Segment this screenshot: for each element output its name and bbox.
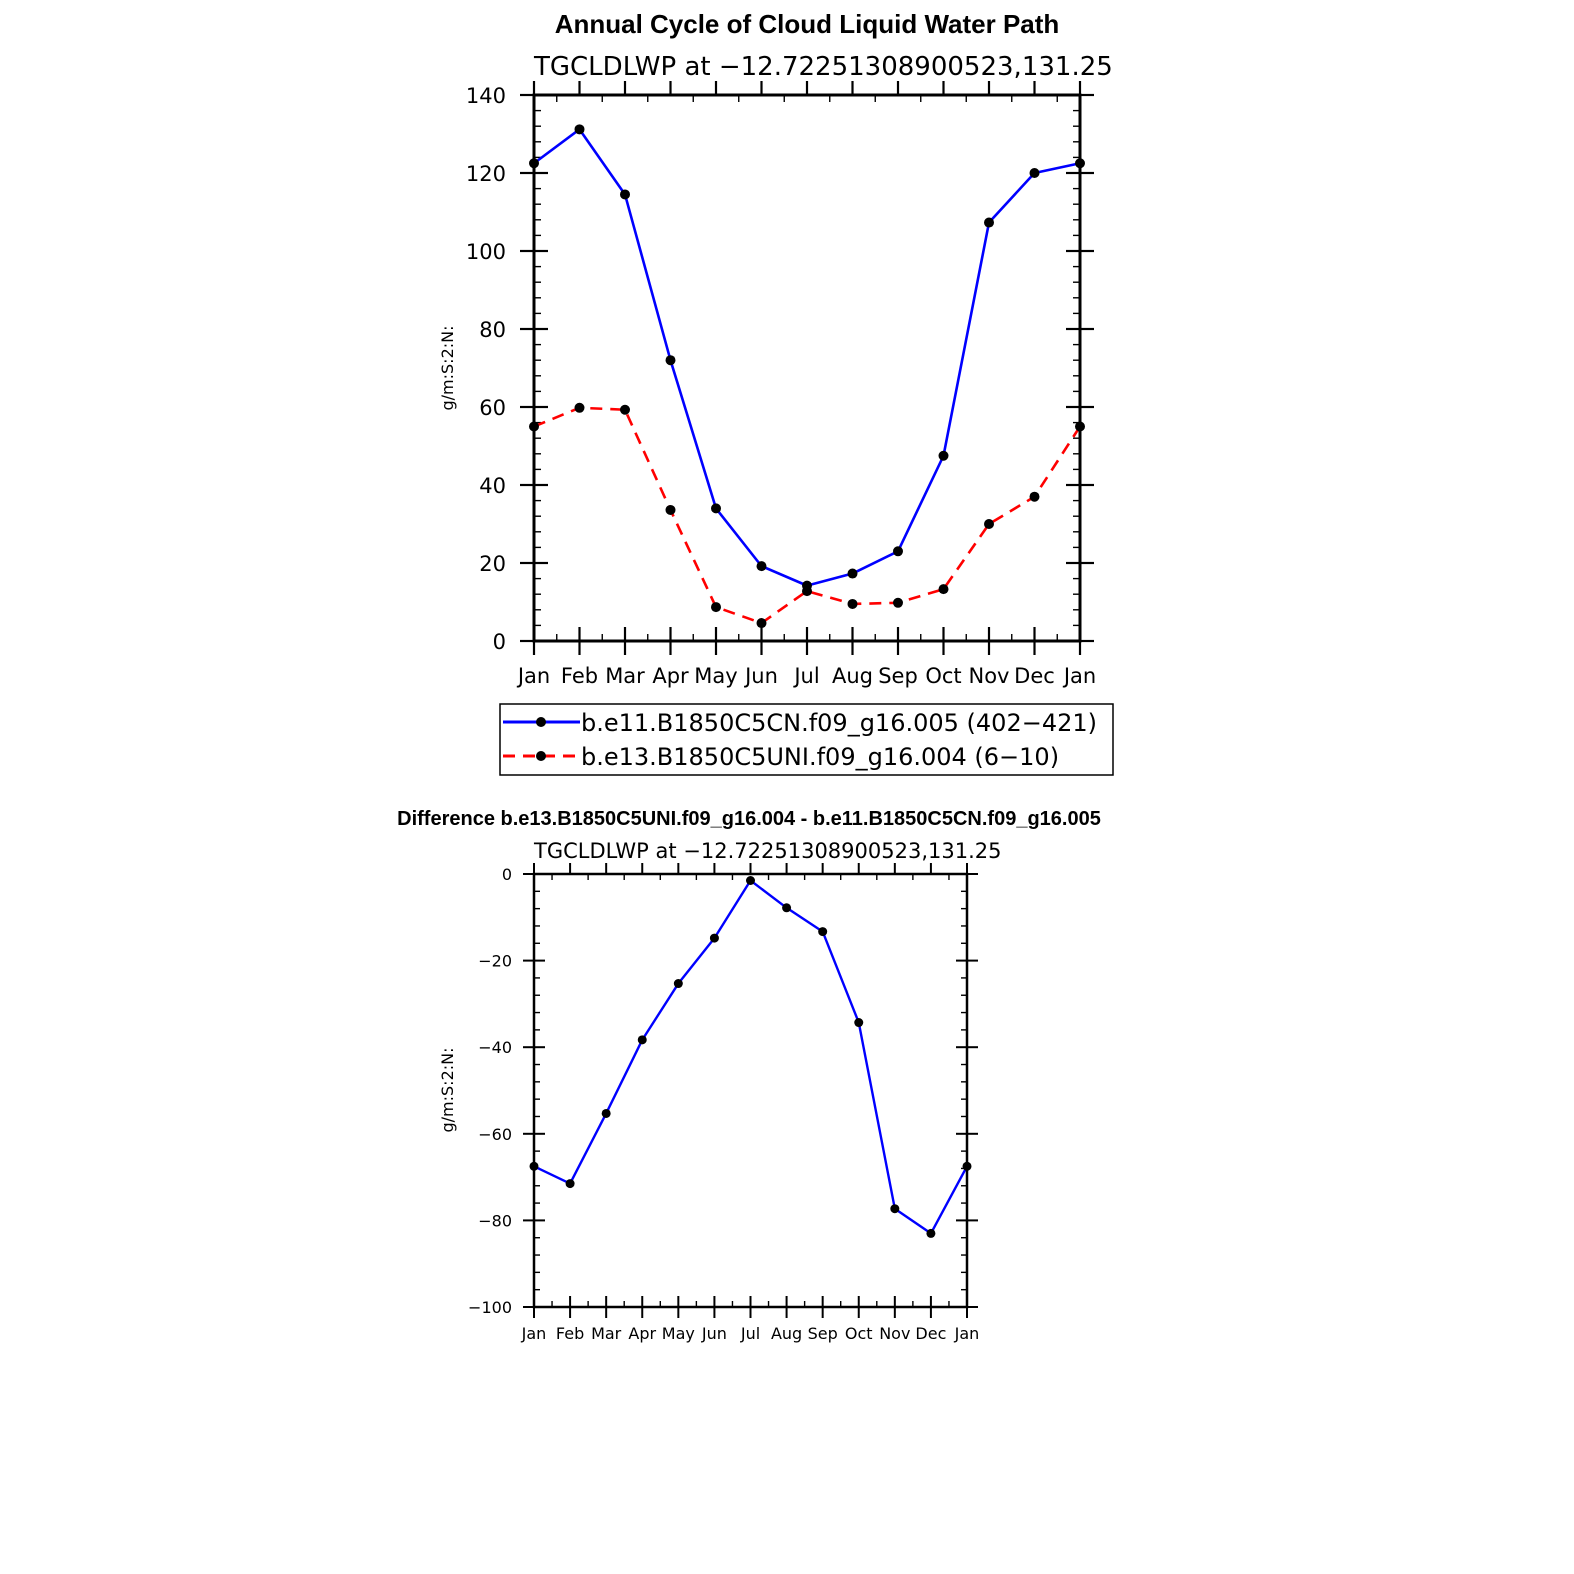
x-tick-label: Oct bbox=[925, 664, 961, 688]
y-tick-label: −20 bbox=[478, 952, 512, 971]
chart1-ylabel: g/m:S:2:N: bbox=[438, 326, 457, 411]
chart2-subtitle: TGCLDLWP at −12.72251308900523,131.25 bbox=[533, 839, 1002, 863]
x-tick-label: Jun bbox=[743, 664, 778, 688]
y-tick-label: 20 bbox=[479, 552, 506, 576]
series-2-point bbox=[711, 602, 721, 613]
legend-swatch-marker-2 bbox=[536, 751, 546, 761]
chart1-frame bbox=[532, 93, 1082, 643]
chart1-legend: b.e11.B1850C5CN.f09_g16.005 (402−421) b.… bbox=[499, 703, 1114, 776]
series-2-point bbox=[574, 402, 585, 413]
y-tick-label: −60 bbox=[478, 1125, 512, 1144]
series-1-point bbox=[711, 503, 721, 514]
y-tick-label: 0 bbox=[493, 630, 506, 654]
y-tick-label: −40 bbox=[478, 1038, 512, 1057]
series-1-point bbox=[854, 1018, 864, 1028]
x-tick-label: Feb bbox=[556, 1324, 584, 1343]
series-1-point bbox=[673, 979, 683, 989]
chart1-ticks: Jan Feb Mar Apr May Jun Jul Aug Sep Oct Nov Dec Jan 0… bbox=[466, 81, 1096, 688]
series-1-point bbox=[938, 450, 949, 461]
x-tick-label: May bbox=[694, 664, 737, 688]
series-2-point bbox=[802, 586, 812, 597]
chart1-title: Annual Cycle of Cloud Liquid Water Path bbox=[555, 9, 1060, 39]
y-tick-label: 80 bbox=[479, 318, 506, 342]
x-tick-label: Jan bbox=[521, 1324, 547, 1343]
series-1-point bbox=[709, 933, 719, 943]
series-1-point bbox=[984, 217, 994, 228]
series-1-point bbox=[847, 568, 858, 579]
chart2-ticks: Jan Feb Mar Apr May Jun Jul Aug Sep Oct Nov Dec Jan 0… bbox=[468, 863, 979, 1343]
y-tick-label: 120 bbox=[466, 162, 506, 186]
x-tick-label: Sep bbox=[878, 664, 918, 688]
y-tick-label: −100 bbox=[468, 1298, 512, 1317]
series-1-point bbox=[893, 546, 903, 557]
x-tick-label: Jul bbox=[740, 1324, 760, 1343]
legend-label-2: b.e13.B1850C5UNI.f09_g16.004 (6−10) bbox=[581, 743, 1059, 771]
chart2-title: Difference b.e13.B1850C5UNI.f09_g16.004 … bbox=[397, 808, 1101, 830]
series-1-point bbox=[637, 1035, 647, 1045]
series-1-point bbox=[1029, 168, 1040, 178]
y-tick-label: 40 bbox=[479, 474, 506, 498]
y-tick-label: −80 bbox=[478, 1211, 512, 1230]
series-2-point bbox=[847, 598, 858, 609]
x-tick-label: Oct bbox=[845, 1324, 873, 1343]
chart1-series bbox=[529, 124, 1085, 629]
y-tick-label: 60 bbox=[479, 396, 506, 420]
series-2-point bbox=[665, 504, 676, 515]
y-tick-label: 0 bbox=[502, 865, 512, 884]
x-tick-label: Sep bbox=[808, 1324, 838, 1343]
x-tick-label: Mar bbox=[591, 1324, 622, 1343]
legend-swatch-marker-1 bbox=[536, 717, 546, 727]
x-tick-label: Aug bbox=[832, 664, 873, 688]
series-2-point bbox=[1029, 491, 1040, 502]
chart2-ylabel: g/m:S:2:N: bbox=[438, 1048, 457, 1133]
series-2-point bbox=[984, 519, 994, 529]
series-1-point bbox=[601, 1108, 611, 1118]
x-tick-label: Mar bbox=[605, 664, 645, 688]
series-1-point bbox=[574, 124, 585, 135]
series-1-point bbox=[620, 189, 630, 200]
series-1-point bbox=[565, 1179, 575, 1189]
y-tick-label: 140 bbox=[466, 84, 506, 108]
panel-annual-cycle: Annual Cycle of Cloud Liquid Water Path … bbox=[438, 9, 1114, 776]
x-tick-label: Apr bbox=[652, 664, 689, 688]
x-tick-label: Jun bbox=[701, 1324, 727, 1343]
chart1-subtitle: TGCLDLWP at −12.72251308900523,131.25 bbox=[533, 52, 1113, 82]
x-tick-label: Apr bbox=[628, 1324, 656, 1343]
x-tick-label: Feb bbox=[561, 664, 598, 688]
x-tick-label: Dec bbox=[915, 1324, 946, 1343]
series-1-point bbox=[746, 875, 755, 885]
series-1-point bbox=[890, 1204, 900, 1214]
chart2-series bbox=[529, 875, 972, 1238]
series-2-point bbox=[938, 584, 949, 595]
series-1-point bbox=[818, 927, 828, 937]
y-tick-label: 100 bbox=[466, 240, 506, 264]
x-tick-label: Jul bbox=[792, 664, 819, 688]
series-2-point bbox=[756, 618, 767, 629]
legend-label-1: b.e11.B1850C5CN.f09_g16.005 (402−421) bbox=[581, 709, 1097, 737]
chart2-frame bbox=[532, 872, 969, 1309]
panel-difference: Difference b.e13.B1850C5UNI.f09_g16.004 … bbox=[397, 808, 1101, 1343]
series-1-point bbox=[782, 903, 792, 913]
x-tick-label: Jan bbox=[1062, 664, 1096, 688]
x-tick-label: Jan bbox=[516, 664, 550, 688]
legend-box bbox=[499, 703, 1114, 776]
x-tick-label: Jan bbox=[954, 1324, 980, 1343]
series-1-point bbox=[665, 355, 676, 366]
x-tick-label: Dec bbox=[1014, 664, 1055, 688]
x-tick-label: Nov bbox=[969, 664, 1010, 688]
series-line-1 bbox=[533, 879, 969, 1235]
series-1-point bbox=[926, 1228, 936, 1238]
series-1-point bbox=[756, 561, 767, 572]
series-2-point bbox=[893, 597, 903, 608]
x-tick-label: May bbox=[662, 1324, 695, 1343]
x-tick-label: Aug bbox=[771, 1324, 802, 1343]
x-tick-label: Nov bbox=[879, 1324, 910, 1343]
series-2-point bbox=[620, 404, 630, 415]
